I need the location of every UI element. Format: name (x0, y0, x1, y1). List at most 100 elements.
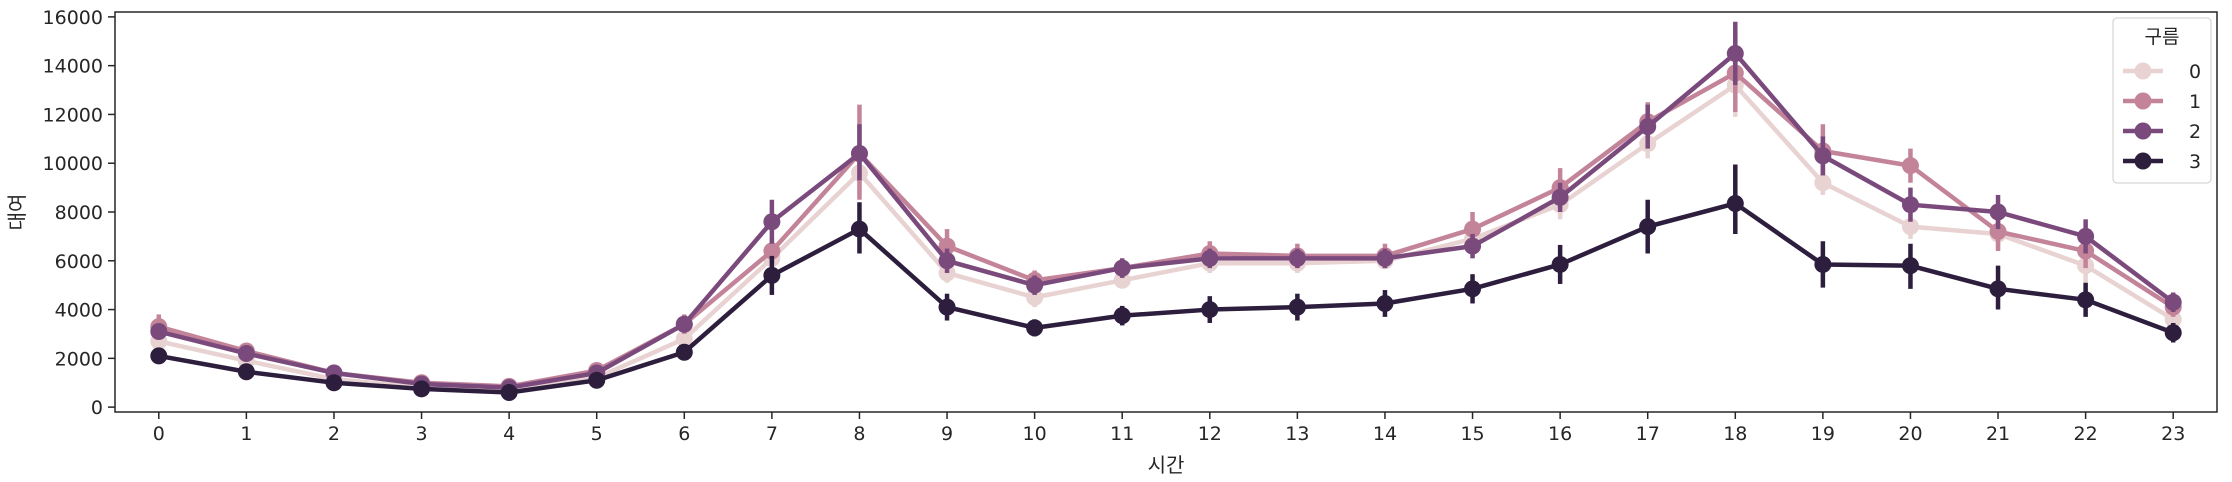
x-tick-label: 0 (153, 423, 165, 445)
legend-item: 3 (2123, 151, 2201, 173)
data-point (1026, 288, 1044, 306)
data-point (1376, 249, 1394, 267)
data-point (850, 144, 868, 162)
data-point (1464, 237, 1482, 255)
legend-label: 2 (2189, 121, 2201, 143)
y-axis-title: 대여 (5, 194, 29, 231)
data-point (763, 242, 781, 260)
plot-area (150, 21, 2182, 401)
x-tick-label: 9 (941, 423, 953, 445)
legend-marker (2134, 122, 2152, 140)
x-axis-title: 시간 (1148, 453, 1185, 477)
data-point (1551, 188, 1569, 206)
data-point (237, 344, 255, 362)
series-line (158, 201, 2175, 395)
series-line (158, 51, 2175, 390)
x-tick-label: 1 (240, 423, 252, 445)
legend: 구름 0 1 2 3 (2112, 17, 2212, 184)
data-point (938, 298, 956, 316)
data-point (1376, 294, 1394, 312)
legend-item: 0 (2123, 61, 2201, 83)
legend-items: 0 1 2 3 (2123, 61, 2201, 173)
data-point (2164, 293, 2182, 311)
data-point (1726, 194, 1744, 212)
data-point (2077, 291, 2095, 309)
data-point (1989, 280, 2007, 298)
series-2 (150, 21, 2182, 397)
data-point (1113, 307, 1131, 325)
data-point (1901, 257, 1919, 275)
data-point (1639, 118, 1657, 136)
series-3 (150, 164, 2182, 401)
y-tick-label: 8000 (55, 202, 103, 224)
data-point (237, 363, 255, 381)
data-point (675, 343, 693, 361)
data-point (1464, 220, 1482, 238)
data-point (1026, 276, 1044, 294)
y-tick-label: 14000 (43, 56, 103, 78)
x-tick-label: 10 (1023, 423, 1047, 445)
data-point (675, 315, 693, 333)
x-tick-label: 17 (1636, 423, 1660, 445)
data-point (2077, 227, 2095, 245)
data-point (1639, 218, 1657, 236)
y-tick-label: 4000 (55, 300, 103, 322)
y-tick-label: 2000 (55, 348, 103, 370)
data-point (763, 213, 781, 231)
x-tick-label: 2 (328, 423, 340, 445)
legend-marker (2134, 152, 2152, 170)
data-point (763, 266, 781, 284)
series-line (158, 70, 2175, 389)
data-point (938, 252, 956, 270)
data-point (1113, 271, 1131, 289)
legend-item: 2 (2123, 121, 2201, 143)
y-tick-label: 6000 (55, 251, 103, 273)
y-tick-label: 16000 (43, 7, 103, 29)
legend-label: 1 (2189, 91, 2201, 113)
data-point (1288, 249, 1306, 267)
data-point (413, 380, 431, 398)
data-point (1201, 301, 1219, 319)
x-axis: 0 1 2 3 4 5 6 7 8 9 10 11 12 13 14 15 16 17 18 19 20 21 22 23 (153, 412, 2185, 445)
x-tick-label: 23 (2161, 423, 2185, 445)
data-point (1201, 249, 1219, 267)
y-tick-label: 10000 (43, 153, 103, 175)
data-point (1989, 203, 2007, 221)
x-tick-label: 18 (1723, 423, 1747, 445)
x-tick-label: 21 (1986, 423, 2010, 445)
data-point (325, 374, 343, 392)
y-axis: 0 2000 4000 6000 8000 10000 12000 14000 16000 (43, 7, 115, 419)
series-0 (150, 53, 2182, 399)
x-tick-label: 14 (1373, 423, 1397, 445)
x-tick-label: 7 (766, 423, 778, 445)
data-point (500, 383, 518, 401)
x-tick-label: 11 (1110, 423, 1134, 445)
data-point (1814, 147, 1832, 165)
data-point (1026, 319, 1044, 337)
data-point (2164, 324, 2182, 342)
x-tick-label: 20 (1898, 423, 1922, 445)
data-point (1113, 259, 1131, 277)
data-point (1901, 218, 1919, 236)
data-point (1551, 255, 1569, 273)
x-tick-label: 13 (1285, 423, 1309, 445)
legend-label: 0 (2189, 61, 2201, 83)
x-tick-label: 19 (1811, 423, 1835, 445)
x-tick-label: 8 (853, 423, 865, 445)
legend-item: 1 (2123, 91, 2201, 113)
x-tick-label: 12 (1198, 423, 1222, 445)
y-tick-label: 12000 (43, 104, 103, 126)
data-point (938, 237, 956, 255)
data-point (1901, 196, 1919, 214)
x-tick-label: 4 (503, 423, 515, 445)
data-point (588, 371, 606, 389)
x-tick-label: 15 (1460, 423, 1484, 445)
x-tick-label: 22 (2074, 423, 2098, 445)
data-point (150, 347, 168, 365)
data-point (1901, 157, 1919, 175)
data-point (1288, 298, 1306, 316)
data-point (2164, 310, 2182, 328)
data-point (850, 220, 868, 238)
data-point (1464, 280, 1482, 298)
x-tick-label: 6 (678, 423, 690, 445)
